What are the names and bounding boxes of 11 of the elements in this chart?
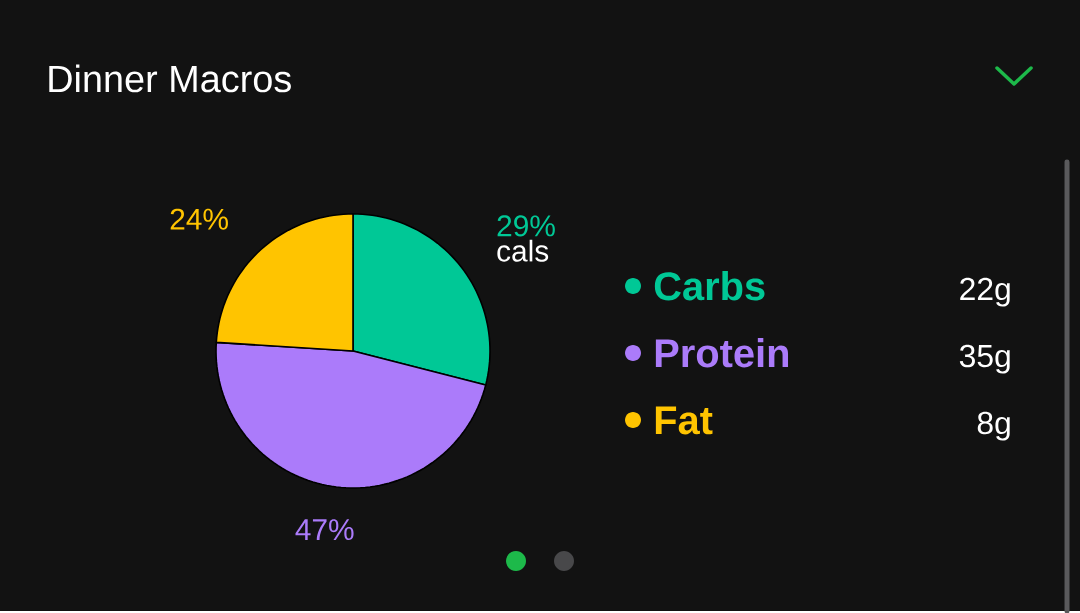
text: cals (497, 239, 549, 262)
legend-label: Fat (655, 406, 713, 435)
data-label: 24% (170, 208, 228, 230)
text: 8g (977, 411, 1010, 441)
text: 22g (960, 277, 1010, 307)
text: 35g (959, 344, 1010, 374)
legend-label: Protein (655, 337, 789, 368)
legend-label: Carbs (654, 270, 765, 301)
chart-title: Dinner Macros (49, 64, 291, 93)
data-label: 29% (497, 215, 555, 237)
data-label: 47% (295, 518, 354, 540)
